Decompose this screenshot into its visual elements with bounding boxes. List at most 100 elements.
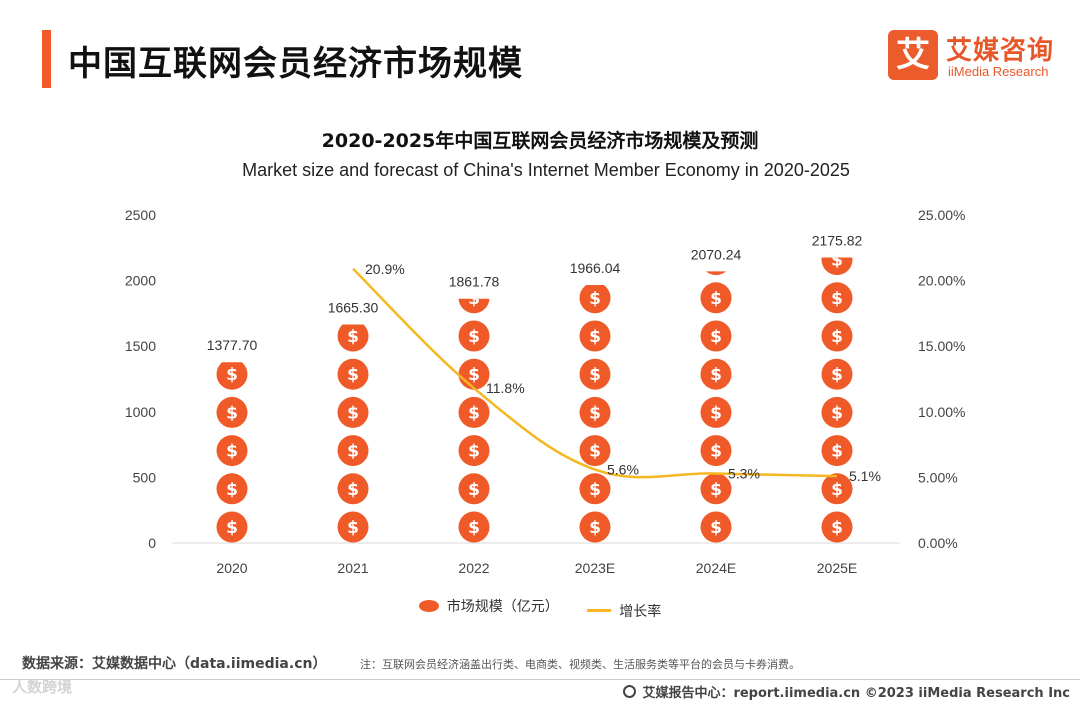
dollar-icon: $ [831, 327, 843, 347]
dollar-icon: $ [347, 518, 359, 538]
dollar-icon: $ [226, 480, 238, 500]
dollar-icon: $ [589, 442, 601, 462]
x-tick-label: 2023E [575, 560, 615, 576]
data-source: 数据来源：艾媒数据中心（data.iimedia.cn） [22, 656, 327, 672]
globe-icon [623, 685, 637, 698]
coin-icon [458, 298, 490, 314]
coin-icon [579, 396, 611, 428]
bar-value-label: 1966.04 [570, 260, 621, 276]
coin-icon [579, 435, 611, 467]
coin-icon [458, 435, 490, 467]
footer-divider [0, 679, 1080, 680]
footnote: 注：互联网会员经济涵盖出行类、电商类、视频类、生活服务类等平台的会员与卡券消费。 [360, 658, 800, 671]
coin-icon [700, 396, 732, 428]
coin-icon [700, 511, 732, 543]
dollar-icon: $ [468, 480, 480, 500]
dollar-icon: $ [347, 365, 359, 385]
bar-value-label: 1665.30 [328, 300, 379, 316]
coin-icon [579, 511, 611, 543]
coin-icon [458, 396, 490, 428]
footer-report: 艾媒报告中心：report.iimedia.cn ©2023 iiMedia R… [623, 682, 1070, 701]
y-tick-label: 2500 [125, 207, 156, 223]
coin-icon [700, 282, 732, 314]
coin-icon [337, 511, 369, 543]
y2-tick-label: 10.00% [918, 404, 965, 420]
dollar-icon: $ [831, 403, 843, 423]
dollar-icon: $ [589, 365, 601, 385]
coin-icon [700, 320, 732, 352]
coin-icon [337, 435, 369, 467]
bar-2025E: $ $ $ $ $ $ $ $ [821, 251, 853, 543]
logo-text-en: iiMedia Research [948, 64, 1049, 79]
y-tick-label: 1000 [125, 404, 156, 420]
watermark: 人数跨境 [12, 678, 73, 696]
page-title: 中国互联网会员经济市场规模 [68, 44, 523, 84]
logo-text-cn: 艾媒咨询 [946, 36, 1055, 66]
coin-icon [418, 600, 439, 612]
coin-icon [821, 358, 853, 390]
dollar-icon: $ [589, 403, 601, 423]
legend-label-growth: 增长率 [619, 603, 662, 620]
growth-rate-label: 20.9% [365, 261, 405, 277]
dollar-icon: $ [831, 289, 843, 309]
growth-rate-label: 5.6% [607, 462, 639, 478]
y-tick-label: 2000 [125, 273, 156, 289]
coin-icon [337, 473, 369, 505]
coin-icon [821, 511, 853, 543]
coin-icon [821, 320, 853, 352]
coin-icon [821, 473, 853, 505]
dollar-icon: $ [468, 289, 480, 309]
coin-icon [821, 435, 853, 467]
coin-icon [337, 396, 369, 428]
coin-icon [700, 358, 732, 390]
y2-tick-label: 15.00% [918, 338, 965, 354]
legend-label-market-size: 市场规模（亿元） [446, 599, 559, 615]
title-accent-bar [42, 30, 51, 88]
coin-icon [216, 511, 248, 543]
coin-icon [579, 285, 611, 314]
dollar-icon: $ [589, 327, 601, 347]
y-tick-label: 500 [133, 469, 157, 485]
footer-report-text: 艾媒报告中心：report.iimedia.cn ©2023 iiMedia R… [642, 686, 1070, 701]
coin-icon [700, 435, 732, 467]
x-tick-label: 2020 [216, 560, 247, 576]
bar-value-label: 2070.24 [691, 246, 742, 262]
coin-icon [337, 358, 369, 390]
y-tick-label: 0 [148, 535, 156, 551]
growth-rate-label: 5.3% [728, 465, 760, 481]
y-tick-label: 1500 [125, 338, 156, 354]
bar-2023E: $ $ $ $ $ $ $ [579, 285, 611, 543]
x-tick-label: 2021 [337, 560, 368, 576]
coin-icon [458, 473, 490, 505]
y2-tick-label: 25.00% [918, 207, 965, 223]
legend-item-growth: 增长率 [587, 601, 661, 621]
x-tick-label: 2022 [458, 560, 489, 576]
growth-rate-label: 5.1% [849, 468, 881, 484]
bar-value-label: 2175.82 [812, 233, 863, 249]
line-swatch-icon [587, 609, 612, 612]
dollar-icon: $ [226, 403, 238, 423]
x-tick-label: 2024E [696, 560, 736, 576]
dollar-icon: $ [831, 365, 843, 385]
coin-icon [458, 320, 490, 352]
dollar-icon: $ [710, 403, 722, 423]
dollar-icon: $ [226, 442, 238, 462]
dollar-icon: $ [226, 518, 238, 538]
bar-2022: $ $ $ $ $ $ $ [458, 289, 490, 543]
coin-icon [705, 271, 727, 276]
growth-rate-line [352, 267, 838, 479]
bar-2021: $ $ $ $ $ $ [337, 324, 369, 543]
bar-value-label: 1377.70 [207, 337, 258, 353]
dollar-icon: $ [831, 442, 843, 462]
logo-mark: 艾 [888, 30, 938, 80]
chart-title: 2020-2025年中国互联网会员经济市场规模及预测 [321, 130, 759, 152]
dollar-icon: $ [468, 327, 480, 347]
dollar-icon: $ [831, 480, 843, 500]
dollar-icon: $ [347, 403, 359, 423]
dollar-icon: $ [468, 518, 480, 538]
chart-canvas: 0 500 1000 1500 2000 2500 0.00% 5.00% 10.00% 15.0… [125, 207, 966, 576]
dollar-icon: $ [831, 251, 843, 271]
legend: 市场规模（亿元） 增长率 [0, 596, 1080, 621]
bar-value-label: 1861.78 [449, 274, 500, 290]
coin-icon [579, 473, 611, 505]
